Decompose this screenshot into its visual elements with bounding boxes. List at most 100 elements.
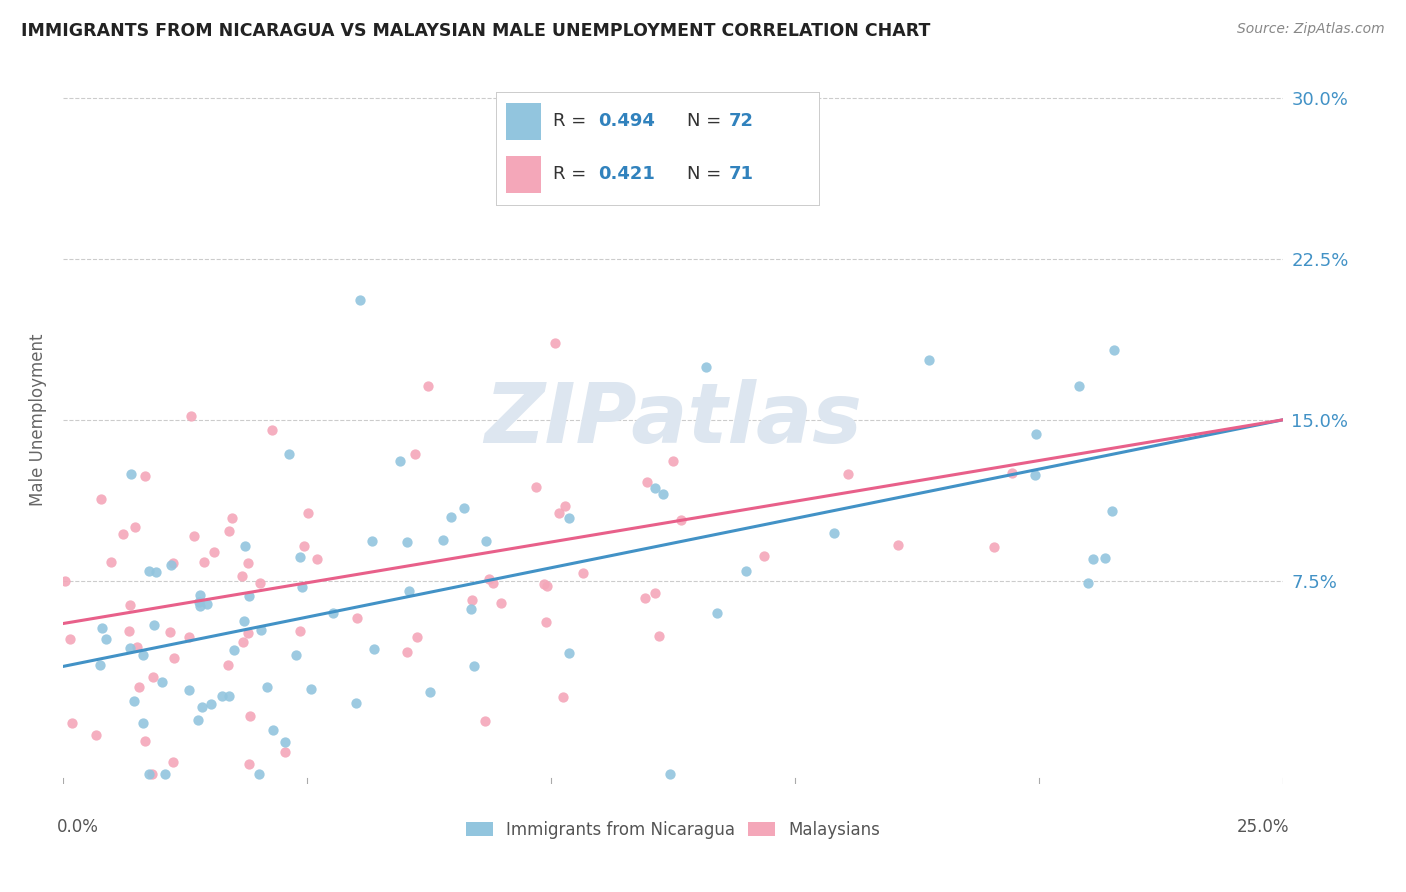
Point — [143, 617, 166, 632]
Point — [218, 689, 240, 703]
Point — [91, 621, 114, 635]
Point — [634, 591, 657, 605]
Point — [153, 766, 176, 780]
Point — [211, 690, 233, 704]
Point — [983, 540, 1005, 554]
Point — [231, 569, 253, 583]
Point — [162, 755, 184, 769]
Point — [475, 534, 498, 549]
Point — [134, 734, 156, 748]
Point — [84, 728, 107, 742]
Point — [260, 423, 283, 437]
Point — [202, 545, 225, 559]
Point — [163, 651, 186, 665]
Point — [886, 538, 908, 552]
Point — [361, 533, 384, 548]
Point — [395, 645, 418, 659]
Point — [543, 336, 565, 351]
Y-axis label: Male Unemployment: Male Unemployment — [30, 334, 46, 506]
Point — [232, 635, 254, 649]
Point — [145, 565, 167, 579]
Text: 0.0%: 0.0% — [56, 818, 98, 836]
Point — [453, 500, 475, 515]
Point — [477, 572, 499, 586]
Point — [405, 630, 427, 644]
Point — [233, 539, 256, 553]
Point — [396, 534, 419, 549]
Point — [274, 735, 297, 749]
Point — [644, 586, 666, 600]
Point — [671, 513, 693, 527]
Point — [274, 745, 297, 759]
Point — [188, 599, 211, 613]
Point — [662, 454, 685, 468]
Point — [554, 499, 576, 513]
Point — [558, 646, 581, 660]
Point — [823, 526, 845, 541]
Point — [188, 594, 211, 608]
Point — [218, 524, 240, 538]
Point — [461, 592, 484, 607]
Point — [651, 487, 673, 501]
Point — [193, 555, 215, 569]
Legend: Immigrants from Nicaragua, Malaysians: Immigrants from Nicaragua, Malaysians — [460, 814, 887, 846]
Point — [460, 602, 482, 616]
Point — [89, 492, 111, 507]
Point — [558, 510, 581, 524]
Text: 25.0%: 25.0% — [1237, 818, 1289, 836]
Point — [100, 555, 122, 569]
Point — [837, 467, 859, 481]
Point — [1025, 426, 1047, 441]
Point — [187, 714, 209, 728]
Point — [262, 723, 284, 738]
Point — [277, 447, 299, 461]
Point — [752, 549, 775, 564]
Point — [551, 690, 574, 704]
Point — [162, 556, 184, 570]
Point — [322, 606, 344, 620]
Point — [128, 680, 150, 694]
Point — [363, 642, 385, 657]
Point — [118, 640, 141, 655]
Point — [291, 580, 314, 594]
Point — [1024, 467, 1046, 482]
Point — [132, 648, 155, 663]
Point — [463, 659, 485, 673]
Point — [221, 511, 243, 525]
Point — [419, 685, 441, 699]
Point — [288, 624, 311, 639]
Point — [536, 579, 558, 593]
Point — [159, 625, 181, 640]
Point — [141, 766, 163, 780]
Text: IMMIGRANTS FROM NICARAGUA VS MALAYSIAN MALE UNEMPLOYMENT CORRELATION CHART: IMMIGRANTS FROM NICARAGUA VS MALAYSIAN M… — [21, 22, 931, 40]
Point — [305, 552, 328, 566]
Point — [150, 674, 173, 689]
Point — [232, 614, 254, 628]
Point — [177, 682, 200, 697]
Point — [111, 527, 134, 541]
Point — [706, 607, 728, 621]
Point — [1001, 467, 1024, 481]
Point — [256, 680, 278, 694]
Point — [346, 611, 368, 625]
Point — [191, 700, 214, 714]
Point — [118, 624, 141, 638]
Point — [222, 643, 245, 657]
Point — [389, 454, 412, 468]
Point — [1102, 343, 1125, 357]
Point — [238, 757, 260, 772]
Point — [534, 615, 557, 629]
Point — [236, 556, 259, 570]
Point — [138, 766, 160, 780]
Point — [344, 696, 367, 710]
Point — [195, 598, 218, 612]
Point — [142, 670, 165, 684]
Point — [1094, 550, 1116, 565]
Point — [1077, 575, 1099, 590]
Point — [89, 658, 111, 673]
Point — [138, 564, 160, 578]
Point — [183, 529, 205, 543]
Point — [524, 480, 547, 494]
Text: ZIPatlas: ZIPatlas — [484, 379, 862, 460]
Point — [1067, 379, 1090, 393]
